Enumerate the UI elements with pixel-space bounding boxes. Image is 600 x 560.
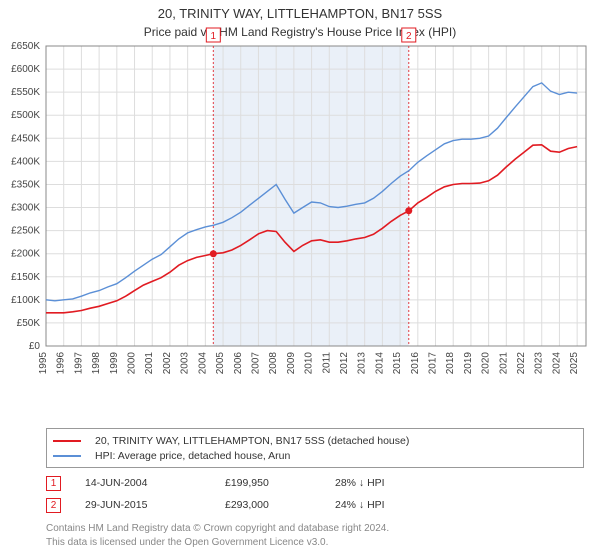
svg-text:£200K: £200K	[11, 249, 40, 260]
svg-text:£350K: £350K	[11, 179, 40, 190]
svg-text:2022: 2022	[516, 352, 527, 375]
svg-text:£300K: £300K	[11, 203, 40, 214]
svg-text:2012: 2012	[339, 352, 350, 375]
sale-marker-2: 2	[46, 498, 61, 513]
svg-text:2005: 2005	[215, 352, 226, 375]
sale-date: 14-JUN-2004	[85, 477, 225, 489]
sale-delta: 28% ↓ HPI	[335, 477, 455, 489]
svg-text:1995: 1995	[38, 352, 49, 375]
sale-price: £293,000	[225, 499, 335, 511]
svg-text:1997: 1997	[73, 352, 84, 375]
svg-text:£450K: £450K	[11, 133, 40, 144]
sale-date: 29-JUN-2015	[85, 499, 225, 511]
svg-text:2016: 2016	[410, 352, 421, 375]
svg-text:£600K: £600K	[11, 64, 40, 75]
legend: 20, TRINITY WAY, LITTLEHAMPTON, BN17 5SS…	[46, 428, 584, 468]
sales-row: 1 14-JUN-2004 £199,950 28% ↓ HPI	[46, 472, 584, 494]
svg-text:2011: 2011	[321, 352, 332, 374]
sales-table: 1 14-JUN-2004 £199,950 28% ↓ HPI 2 29-JU…	[46, 472, 584, 516]
sale-marker-1: 1	[46, 476, 61, 491]
svg-text:£500K: £500K	[11, 110, 40, 121]
svg-text:£550K: £550K	[11, 87, 40, 98]
sales-row: 2 29-JUN-2015 £293,000 24% ↓ HPI	[46, 494, 584, 516]
legend-item: HPI: Average price, detached house, Arun	[53, 448, 577, 463]
chart-title: 20, TRINITY WAY, LITTLEHAMPTON, BN17 5SS	[0, 0, 600, 23]
svg-text:2013: 2013	[357, 352, 368, 375]
svg-text:2019: 2019	[463, 352, 474, 375]
svg-text:£250K: £250K	[11, 226, 40, 237]
svg-text:£650K: £650K	[11, 41, 40, 52]
legend-swatch	[53, 440, 81, 442]
svg-text:2004: 2004	[197, 352, 208, 375]
svg-text:2020: 2020	[481, 352, 492, 375]
footer-line: Contains HM Land Registry data © Crown c…	[46, 522, 389, 536]
svg-text:2003: 2003	[180, 352, 191, 375]
svg-text:£50K: £50K	[17, 318, 41, 329]
chart-subtitle: Price paid vs. HM Land Registry's House …	[0, 23, 600, 43]
svg-text:1999: 1999	[109, 352, 120, 375]
svg-text:2: 2	[406, 31, 412, 42]
svg-text:1: 1	[211, 31, 217, 42]
svg-text:2000: 2000	[127, 352, 138, 375]
legend-swatch	[53, 455, 81, 457]
footer-line: This data is licensed under the Open Gov…	[46, 536, 389, 550]
svg-text:1998: 1998	[91, 352, 102, 375]
svg-text:2008: 2008	[268, 352, 279, 375]
svg-text:2014: 2014	[374, 352, 385, 375]
svg-text:2025: 2025	[569, 352, 580, 375]
svg-text:£100K: £100K	[11, 295, 40, 306]
chart-svg: £0£50K£100K£150K£200K£250K£300K£350K£400…	[46, 46, 586, 386]
footer: Contains HM Land Registry data © Crown c…	[46, 522, 389, 549]
svg-text:2001: 2001	[144, 352, 155, 375]
legend-item: 20, TRINITY WAY, LITTLEHAMPTON, BN17 5SS…	[53, 433, 577, 448]
sale-price: £199,950	[225, 477, 335, 489]
svg-text:2007: 2007	[250, 352, 261, 375]
svg-text:2021: 2021	[498, 352, 509, 375]
svg-text:2023: 2023	[534, 352, 545, 375]
svg-text:£150K: £150K	[11, 272, 40, 283]
legend-label: HPI: Average price, detached house, Arun	[95, 450, 290, 462]
svg-text:2006: 2006	[233, 352, 244, 375]
svg-text:2015: 2015	[392, 352, 403, 375]
chart-container: 20, TRINITY WAY, LITTLEHAMPTON, BN17 5SS…	[0, 0, 600, 560]
chart-plot-area: £0£50K£100K£150K£200K£250K£300K£350K£400…	[46, 46, 586, 386]
svg-text:2018: 2018	[445, 352, 456, 375]
svg-text:2002: 2002	[162, 352, 173, 375]
svg-text:£0: £0	[29, 341, 41, 352]
svg-text:1996: 1996	[56, 352, 67, 375]
legend-label: 20, TRINITY WAY, LITTLEHAMPTON, BN17 5SS…	[95, 435, 409, 447]
svg-text:£400K: £400K	[11, 156, 40, 167]
svg-text:2024: 2024	[551, 352, 562, 375]
svg-text:2017: 2017	[428, 352, 439, 375]
svg-text:2010: 2010	[304, 352, 315, 375]
svg-text:2009: 2009	[286, 352, 297, 375]
sale-delta: 24% ↓ HPI	[335, 499, 455, 511]
